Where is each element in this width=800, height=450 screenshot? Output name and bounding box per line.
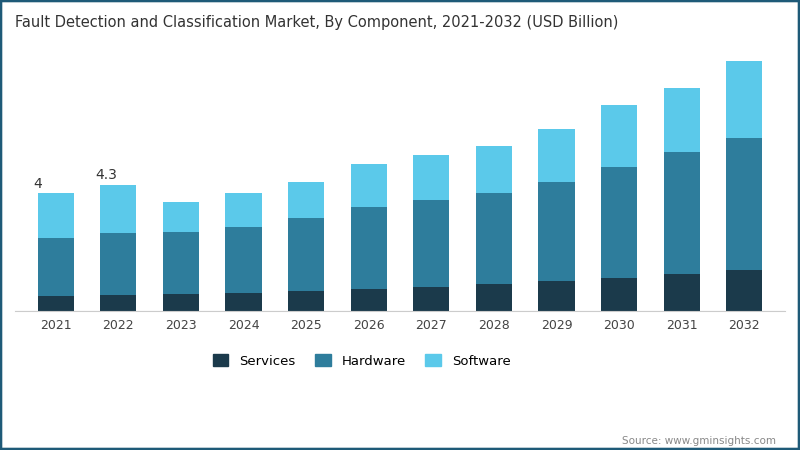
Bar bbox=[288, 291, 324, 311]
Bar bbox=[601, 167, 638, 278]
Text: Fault Detection and Classification Market, By Component, 2021-2032 (USD Billion): Fault Detection and Classification Marke… bbox=[15, 15, 618, 30]
Bar bbox=[226, 227, 262, 293]
Bar bbox=[663, 88, 700, 152]
Bar bbox=[413, 287, 450, 311]
Text: 4: 4 bbox=[33, 177, 42, 191]
Bar bbox=[538, 281, 574, 311]
Bar bbox=[162, 294, 199, 311]
Bar bbox=[38, 238, 74, 296]
Bar bbox=[100, 233, 137, 295]
Bar bbox=[288, 218, 324, 291]
Bar bbox=[476, 194, 512, 284]
Bar bbox=[663, 274, 700, 311]
Bar bbox=[413, 200, 450, 287]
Bar bbox=[38, 194, 74, 238]
Bar bbox=[726, 270, 762, 311]
Bar bbox=[288, 182, 324, 218]
Bar bbox=[100, 184, 137, 233]
Bar bbox=[663, 152, 700, 274]
Bar bbox=[476, 146, 512, 194]
Text: Source: www.gminsights.com: Source: www.gminsights.com bbox=[622, 436, 776, 446]
Bar bbox=[726, 138, 762, 270]
Bar bbox=[38, 296, 74, 311]
Bar bbox=[226, 194, 262, 227]
Bar bbox=[726, 61, 762, 138]
Text: 4.3: 4.3 bbox=[96, 168, 118, 182]
Bar bbox=[413, 155, 450, 200]
Bar bbox=[350, 289, 387, 311]
Bar bbox=[350, 164, 387, 207]
Bar bbox=[162, 232, 199, 294]
Bar bbox=[100, 295, 137, 311]
Bar bbox=[162, 202, 199, 232]
Bar bbox=[350, 207, 387, 289]
Bar bbox=[538, 182, 574, 281]
Bar bbox=[476, 284, 512, 311]
Bar bbox=[226, 293, 262, 311]
Bar bbox=[601, 105, 638, 167]
Bar bbox=[538, 129, 574, 182]
Legend: Services, Hardware, Software: Services, Hardware, Software bbox=[207, 349, 516, 373]
Bar bbox=[601, 278, 638, 311]
